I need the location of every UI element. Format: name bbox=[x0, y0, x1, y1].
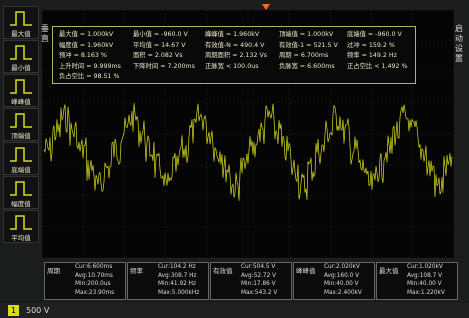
sidebar-icon bbox=[4, 143, 38, 165]
stat-line: Cur:1.020kV bbox=[407, 264, 443, 270]
stat-line: Avg:52.72 V bbox=[241, 273, 276, 279]
sidebar-item: 平均值 bbox=[3, 210, 39, 243]
sidebar-item: 底端值 bbox=[3, 142, 39, 175]
measurement: 频率 = 149.2 Hz bbox=[347, 50, 397, 59]
measurement: 峰峰值 = 1.960kV bbox=[205, 29, 259, 38]
sidebar-label: 最大值 bbox=[4, 28, 38, 38]
sidebar-label: 顶端值 bbox=[4, 130, 38, 140]
measurement: 有效值-1 = 521.5 V bbox=[279, 40, 338, 49]
stat-label: 峰峰值 bbox=[296, 265, 316, 275]
oscilloscope-screen: 垂直 启动设置 最大值 = 1.000kV 最小值 = -960.0 V 峰峰值 =… bbox=[0, 0, 469, 318]
stat-line: Max:2.400kV bbox=[324, 290, 362, 296]
sidebar-label: 平均值 bbox=[4, 232, 38, 242]
sidebar-item: 顶端值 bbox=[3, 108, 39, 141]
stat-line: Cur:104.2 Hz bbox=[158, 264, 196, 270]
measurement: 周期 = 6.700ms bbox=[279, 50, 328, 59]
measurement: 过冲 = 159.2 % bbox=[347, 40, 395, 49]
sidebar-icon bbox=[4, 211, 38, 233]
sidebar-item: 最大值 bbox=[3, 6, 39, 39]
measurement: 幅度值 = 1.960kV bbox=[59, 40, 113, 49]
trigger-marker bbox=[262, 4, 270, 10]
measurement: 负脉宽 = 6.600ms bbox=[279, 61, 335, 70]
stat-box: 有效值 Cur:504.5 V Avg:52.72 V Min:17.86 V Max:… bbox=[210, 262, 292, 300]
stat-line: Min:41.92 Hz bbox=[158, 281, 196, 287]
sidebar-item: 幅度值 bbox=[3, 176, 39, 209]
measurement: 下降时间 = 7.200ms bbox=[133, 61, 195, 70]
measurement: 有效值-N = 490.4 V bbox=[205, 40, 265, 49]
measurement-panel: 最大值 = 1.000kV 最小值 = -960.0 V 峰峰值 = 1.960kV… bbox=[52, 26, 416, 84]
stat-line: Cur:2.020kV bbox=[324, 264, 360, 270]
channel-badge: 1 bbox=[8, 305, 19, 316]
stat-line: Max:1.220kV bbox=[407, 290, 445, 296]
sidebar-icon bbox=[4, 7, 38, 29]
stat-line: Min:200.0us bbox=[75, 281, 111, 287]
measurement: 最小值 = -960.0 V bbox=[133, 29, 188, 38]
measurement: 预冲 = 8.163 % bbox=[59, 50, 107, 59]
stat-box: 最大值 Cur:1.020kV Avg:108.7 V Min:40.00 V Max:… bbox=[376, 262, 458, 300]
stat-line: Avg:108.7 V bbox=[407, 273, 442, 279]
measurement: 正脉宽 < 100.0us bbox=[205, 61, 258, 70]
sidebar-icon bbox=[4, 75, 38, 97]
sidebar-label: 幅度值 bbox=[4, 198, 38, 208]
measurement: 面积 = 2.082 Vs bbox=[133, 50, 183, 59]
sidebar-icon bbox=[4, 109, 38, 131]
stat-line: Max:23.90ms bbox=[75, 290, 114, 296]
sidebar-label: 最小值 bbox=[4, 62, 38, 72]
measurement: 周期面积 = 2.132 Vs bbox=[205, 50, 267, 59]
measurement: 底端值 = -960.0 V bbox=[347, 29, 402, 38]
sidebar-label: 底端值 bbox=[4, 164, 38, 174]
stat-line: Cur:504.5 V bbox=[241, 264, 275, 270]
stat-line: Avg:10.70ms bbox=[75, 273, 113, 279]
stat-line: Min:17.86 V bbox=[241, 281, 276, 287]
stat-box: 频率 Cur:104.2 Hz Avg:308.7 Hz Min:41.92 Hz Ma… bbox=[127, 262, 209, 300]
stat-line: Cur:6.600ms bbox=[75, 264, 112, 270]
sidebar-icon bbox=[4, 41, 38, 63]
measurement: 负占空比 = 98.51 % bbox=[59, 71, 119, 80]
stat-line: Max:5.000kHz bbox=[158, 290, 199, 296]
stat-line: Min:40.00 V bbox=[324, 281, 359, 287]
sidebar-label: 峰峰值 bbox=[4, 96, 38, 106]
left-header: 垂直 bbox=[41, 24, 51, 44]
stat-label: 有效值 bbox=[213, 265, 233, 275]
measurement: 上升时间 = 9.999ms bbox=[59, 61, 121, 70]
right-header: 启动设置 bbox=[455, 24, 465, 64]
stat-label: 频率 bbox=[130, 265, 143, 275]
stat-box: 峰峰值 Cur:2.020kV Avg:160.0 V Min:40.00 V Max:… bbox=[293, 262, 375, 300]
stat-line: Avg:308.7 Hz bbox=[158, 273, 197, 279]
stat-label: 最大值 bbox=[379, 265, 399, 275]
measurement: 平均值 = 14.67 V bbox=[133, 40, 186, 49]
stat-label: 周期 bbox=[47, 265, 60, 275]
stat-line: Max:543.2 V bbox=[241, 290, 277, 296]
sidebar-item: 峰峰值 bbox=[3, 74, 39, 107]
measurement: 顶端值 = 1.000kV bbox=[279, 29, 333, 38]
stat-line: Min:40.00 V bbox=[407, 281, 442, 287]
measurement: 正占空比 < 1.492 % bbox=[347, 61, 407, 70]
stat-line: Avg:160.0 V bbox=[324, 273, 359, 279]
channel-scale: 500 V bbox=[26, 306, 49, 315]
stat-box: 周期 Cur:6.600ms Avg:10.70ms Min:200.0us Max:2… bbox=[44, 262, 126, 300]
sidebar-icon bbox=[4, 177, 38, 199]
footer-bar bbox=[0, 303, 469, 318]
measurement: 最大值 = 1.000kV bbox=[59, 29, 113, 38]
sidebar-item: 最小值 bbox=[3, 40, 39, 73]
